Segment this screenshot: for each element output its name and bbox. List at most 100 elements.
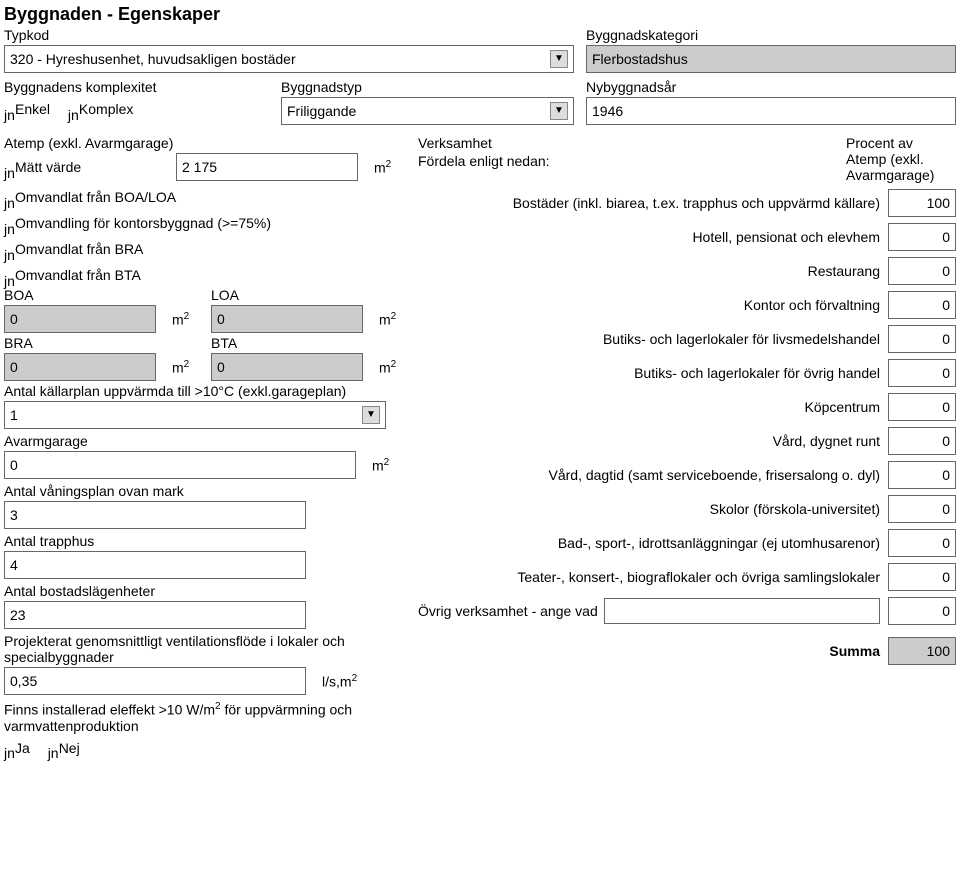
verksamhet-item-field[interactable]: 100 — [888, 189, 956, 217]
bta-field: 0 — [211, 353, 363, 381]
atemp-unit: m2 — [374, 159, 391, 176]
vaningsplan-field[interactable]: 3 — [4, 501, 306, 529]
avarmgarage-field[interactable]: 0 — [4, 451, 356, 479]
verksamhet-item-label: Bad-, sport-, idrottsanläggningar (ej ut… — [418, 535, 888, 551]
kallarplan-select[interactable]: 1 ▼ — [4, 401, 386, 429]
radio-enkel-label: Enkel — [15, 101, 50, 117]
kallarplan-label: Antal källarplan uppvärmda till >10°C (e… — [4, 383, 406, 399]
verksamhet-item-field[interactable]: 0 — [888, 359, 956, 387]
verksamhet-item-field[interactable]: 0 — [888, 563, 956, 591]
lagenheter-field[interactable]: 23 — [4, 601, 306, 629]
radio-nej-label: Nej — [59, 740, 80, 756]
radio-matt-varde[interactable]: jnMätt värde — [4, 159, 150, 175]
boa-unit: m2 — [172, 311, 189, 328]
radio-komplex-label: Komplex — [79, 101, 133, 117]
chevron-down-icon: ▼ — [550, 50, 568, 68]
radio-enkel[interactable]: jnEnkel — [4, 101, 50, 117]
atemp-label: Atemp (exkl. Avarmgarage) — [4, 135, 406, 151]
verksamhet-head2: Fördela enligt nedan: — [418, 153, 550, 169]
radio-nej[interactable]: jnNej — [48, 740, 80, 756]
ventilation-label: Projekterat genomsnittligt ventilationsf… — [4, 633, 406, 665]
summa-label: Summa — [418, 643, 888, 659]
typkod-value: 320 - Hyreshusenhet, huvudsakligen bostä… — [10, 49, 296, 69]
komplexitet-label: Byggnadens komplexitet — [4, 79, 269, 95]
verksamhet-item-label: Butiks- och lagerlokaler för övrig hande… — [418, 365, 888, 381]
ovrig-val-field[interactable]: 0 — [888, 597, 956, 625]
verksamhet-item-label: Hotell, pensionat och elevhem — [418, 229, 888, 245]
loa-value: 0 — [217, 309, 225, 329]
kallarplan-value: 1 — [10, 405, 18, 425]
verksamhet-row: Butiks- och lagerlokaler för övrig hande… — [418, 359, 956, 387]
byggnadstyp-value: Friliggande — [287, 101, 356, 121]
avarmgarage-label: Avarmgarage — [4, 433, 406, 449]
verksamhet-item-field[interactable]: 0 — [888, 223, 956, 251]
radio-komplex[interactable]: jnKomplex — [68, 101, 133, 117]
verksamhet-row: Hotell, pensionat och elevhem0 — [418, 223, 956, 251]
boa-field: 0 — [4, 305, 156, 333]
verksamhet-item-value: 100 — [927, 193, 950, 213]
nybyggnadsar-field[interactable]: 1946 — [586, 97, 956, 125]
atemp-value-field[interactable]: 2 175 — [176, 153, 358, 181]
verksamhet-row: Butiks- och lagerlokaler för livsmedelsh… — [418, 325, 956, 353]
radio-kontor[interactable]: jnOmvandling för kontorsbyggnad (>=75%) — [4, 215, 392, 231]
typkod-label: Typkod — [4, 27, 574, 43]
verksamhet-row: Kontor och förvaltning0 — [418, 291, 956, 319]
trapphus-field[interactable]: 4 — [4, 551, 306, 579]
ovrig-text-field[interactable] — [604, 598, 880, 624]
ovrig-label: Övrig verksamhet - ange vad — [418, 603, 604, 619]
ventilation-unit: l/s,m2 — [322, 673, 357, 690]
loa-unit: m2 — [379, 311, 396, 328]
radio-bta[interactable]: jnOmvandlat från BTA — [4, 267, 392, 283]
verksamhet-item-field[interactable]: 0 — [888, 393, 956, 421]
verksamhet-row: Teater-, konsert-, biograflokaler och öv… — [418, 563, 956, 591]
verksamhet-item-field[interactable]: 0 — [888, 427, 956, 455]
verksamhet-row: Bad-, sport-, idrottsanläggningar (ej ut… — [418, 529, 956, 557]
radio-ja[interactable]: jnJa — [4, 740, 30, 756]
summa-field: 100 — [888, 637, 956, 665]
vaningsplan-label: Antal våningsplan ovan mark — [4, 483, 406, 499]
bra-label: BRA — [4, 335, 199, 351]
typkod-select[interactable]: 320 - Hyreshusenhet, huvudsakligen bostä… — [4, 45, 574, 73]
verksamhet-row: Vård, dagtid (samt serviceboende, friser… — [418, 461, 956, 489]
loa-field: 0 — [211, 305, 363, 333]
verksamhet-item-label: Bostäder (inkl. biarea, t.ex. trapphus o… — [418, 195, 888, 211]
radio-bra[interactable]: jnOmvandlat från BRA — [4, 241, 392, 257]
radio-bra-label: Omvandlat från BRA — [15, 241, 143, 257]
boa-label: BOA — [4, 287, 199, 303]
ovrig-val: 0 — [942, 601, 950, 621]
verksamhet-row: Skolor (förskola-universitet) 0 — [418, 495, 956, 523]
radio-bta-label: Omvandlat från BTA — [15, 267, 141, 283]
verksamhet-row: Köpcentrum0 — [418, 393, 956, 421]
verksamhet-item-field[interactable]: 0 — [888, 257, 956, 285]
kategori-value: Flerbostadshus — [592, 49, 688, 69]
nybyggnadsar-value: 1946 — [592, 101, 623, 121]
verksamhet-item-label: Teater-, konsert-, biograflokaler och öv… — [418, 569, 888, 585]
verksamhet-item-label: Skolor (förskola-universitet) — [418, 501, 888, 517]
kategori-label: Byggnadskategori — [586, 27, 956, 43]
vaningsplan-value: 3 — [10, 505, 18, 525]
verksamhet-item-value: 0 — [942, 363, 950, 383]
verksamhet-item-field[interactable]: 0 — [888, 529, 956, 557]
radio-boa-loa[interactable]: jnOmvandlat från BOA/LOA — [4, 189, 392, 205]
verksamhet-item-label: Köpcentrum — [418, 399, 888, 415]
byggnadstyp-select[interactable]: Friliggande ▼ — [281, 97, 574, 125]
bta-unit: m2 — [379, 359, 396, 376]
byggnadstyp-label: Byggnadstyp — [281, 79, 574, 95]
verksamhet-item-field[interactable]: 0 — [888, 325, 956, 353]
kategori-field: Flerbostadshus — [586, 45, 956, 73]
verksamhet-row: Bostäder (inkl. biarea, t.ex. trapphus o… — [418, 189, 956, 217]
chevron-down-icon: ▼ — [362, 406, 380, 424]
verksamhet-item-field[interactable]: 0 — [888, 291, 956, 319]
ventilation-field[interactable]: 0,35 — [4, 667, 306, 695]
radio-boa-loa-label: Omvandlat från BOA/LOA — [15, 189, 176, 205]
summa-value: 100 — [927, 641, 950, 661]
verksamhet-item-field[interactable]: 0 — [888, 461, 956, 489]
verksamhet-head1: Verksamhet — [418, 135, 550, 151]
verksamhet-item-value: 0 — [942, 295, 950, 315]
verksamhet-item-field[interactable]: 0 — [888, 495, 956, 523]
avarmgarage-unit: m2 — [372, 457, 389, 474]
pct-head: Procent av Atemp (exkl. Avarmgarage) — [846, 135, 956, 183]
verksamhet-item-value: 0 — [942, 499, 950, 519]
atemp-value: 2 175 — [182, 157, 217, 177]
verksamhet-row: Restaurang0 — [418, 257, 956, 285]
